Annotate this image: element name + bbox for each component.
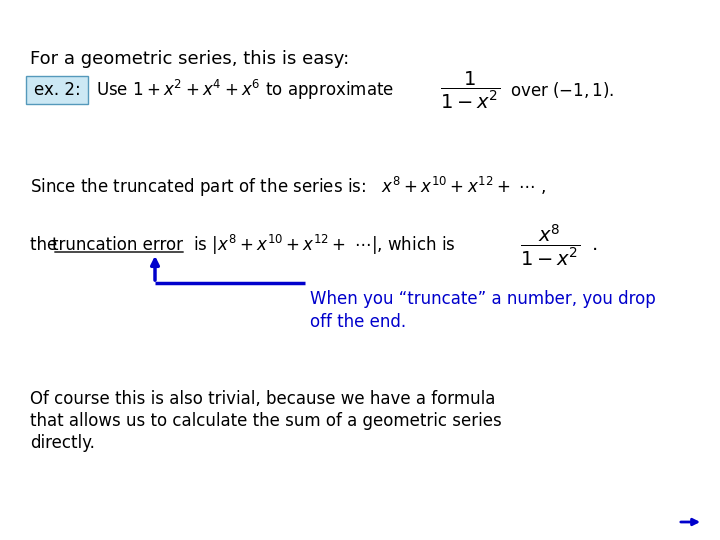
Text: truncation error: truncation error xyxy=(52,236,183,254)
Text: Of course this is also trivial, because we have a formula: Of course this is also trivial, because … xyxy=(30,390,495,408)
Text: that allows us to calculate the sum of a geometric series: that allows us to calculate the sum of a… xyxy=(30,412,502,430)
Text: $\dfrac{x^{8}}{1-x^{2}}$: $\dfrac{x^{8}}{1-x^{2}}$ xyxy=(520,222,580,268)
Text: .: . xyxy=(592,235,598,254)
Text: Use $1+x^{2}+x^{4}+x^{6}$ to approximate: Use $1+x^{2}+x^{4}+x^{6}$ to approximate xyxy=(96,78,394,102)
Text: When you “truncate” a number, you drop: When you “truncate” a number, you drop xyxy=(310,290,656,308)
Text: directly.: directly. xyxy=(30,434,95,452)
Text: $\dfrac{1}{1-x^{2}}$: $\dfrac{1}{1-x^{2}}$ xyxy=(440,69,500,111)
Text: Since the truncated part of the series is:   $x^{8}+x^{10}+x^{12}+\ \cdots$ ,: Since the truncated part of the series i… xyxy=(30,175,546,199)
Text: the: the xyxy=(30,236,63,254)
Text: is $|x^{8}+x^{10}+x^{12}+\ \cdots|$, which is: is $|x^{8}+x^{10}+x^{12}+\ \cdots|$, whi… xyxy=(188,233,456,257)
FancyBboxPatch shape xyxy=(26,76,88,104)
Text: ex. 2:: ex. 2: xyxy=(34,81,81,99)
Text: off the end.: off the end. xyxy=(310,313,406,331)
Text: over $(-1,1)$.: over $(-1,1)$. xyxy=(510,80,614,100)
Text: For a geometric series, this is easy:: For a geometric series, this is easy: xyxy=(30,50,349,68)
